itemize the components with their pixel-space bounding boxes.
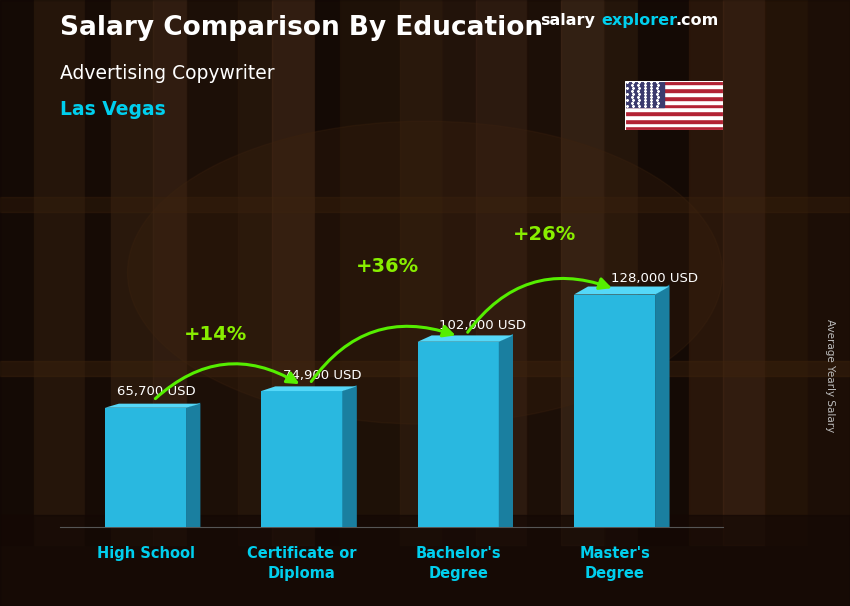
Text: +36%: +36% [356,258,419,276]
Text: .com: .com [676,13,719,28]
Bar [340,0,399,545]
Text: 65,700 USD: 65,700 USD [117,385,196,398]
Polygon shape [417,335,513,342]
Bar [0,361,850,376]
Polygon shape [105,408,186,527]
Bar [314,0,340,545]
Bar [625,119,722,122]
Bar [85,0,110,545]
Bar [0,0,34,545]
Bar [625,81,664,107]
Bar [400,0,442,545]
Bar [625,96,722,100]
Bar [625,84,722,88]
Bar [153,0,187,545]
Bar [625,122,722,127]
Text: Las Vegas: Las Vegas [60,100,165,119]
Bar [0,515,850,606]
Text: +26%: +26% [513,225,575,244]
Bar [722,0,765,545]
Text: explorer: explorer [601,13,677,28]
Polygon shape [655,285,669,527]
Polygon shape [186,402,201,527]
Text: 128,000 USD: 128,000 USD [611,272,699,285]
Bar [272,0,314,545]
Ellipse shape [128,121,722,424]
Bar [688,0,722,545]
Polygon shape [655,287,669,527]
Polygon shape [261,387,357,391]
Bar [625,111,722,115]
Text: Advertising Copywriter: Advertising Copywriter [60,64,274,82]
Polygon shape [261,391,343,527]
Bar [238,0,272,545]
Bar [442,0,476,545]
Bar [476,0,527,545]
Bar [625,100,722,104]
Bar [808,0,850,545]
Text: 102,000 USD: 102,000 USD [439,319,526,332]
Text: 74,900 USD: 74,900 USD [283,368,361,382]
Text: salary: salary [540,13,595,28]
Bar [638,0,688,545]
Bar [625,127,722,130]
Bar [34,0,85,545]
Polygon shape [417,342,499,527]
Text: Salary Comparison By Education: Salary Comparison By Education [60,15,542,41]
Text: +14%: +14% [184,325,247,344]
Bar [625,81,722,84]
Text: Average Yearly Salary: Average Yearly Salary [824,319,835,432]
Bar [765,0,808,545]
Polygon shape [343,385,357,527]
Bar [0,197,850,212]
Polygon shape [574,295,655,527]
Bar [625,92,722,96]
Polygon shape [105,404,201,408]
Polygon shape [574,287,669,295]
Bar [527,0,561,545]
Polygon shape [499,335,513,527]
Bar [625,104,722,107]
Polygon shape [499,334,513,527]
Bar [625,115,722,119]
Polygon shape [343,387,357,527]
Polygon shape [186,404,201,527]
Bar [561,0,604,545]
Bar [625,88,722,92]
Bar [187,0,238,545]
Bar [604,0,638,545]
Bar [110,0,153,545]
Bar [625,107,722,111]
